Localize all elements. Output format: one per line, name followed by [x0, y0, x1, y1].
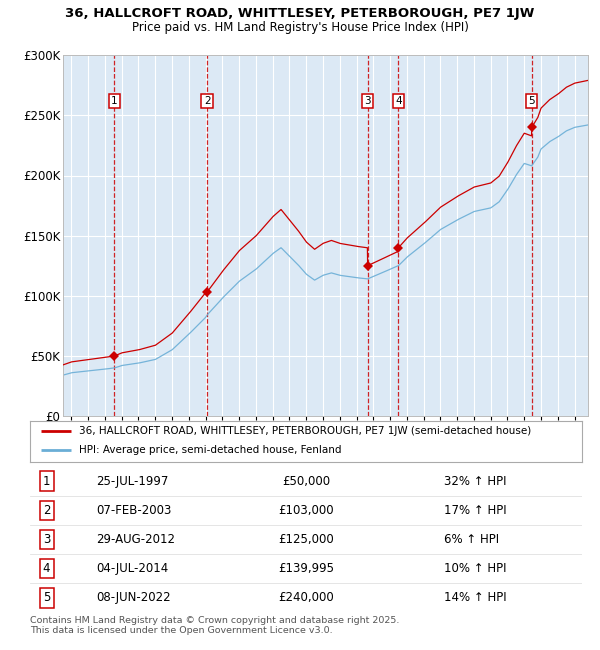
Text: 2: 2 — [43, 504, 50, 517]
Text: 29-AUG-2012: 29-AUG-2012 — [96, 533, 175, 546]
Text: 3: 3 — [43, 533, 50, 546]
Text: 4: 4 — [43, 562, 50, 575]
Text: £50,000: £50,000 — [282, 474, 330, 488]
Text: 25-JUL-1997: 25-JUL-1997 — [96, 474, 169, 488]
Text: £125,000: £125,000 — [278, 533, 334, 546]
Text: 36, HALLCROFT ROAD, WHITTLESEY, PETERBOROUGH, PE7 1JW (semi-detached house): 36, HALLCROFT ROAD, WHITTLESEY, PETERBOR… — [79, 426, 531, 436]
Text: 32% ↑ HPI: 32% ↑ HPI — [444, 474, 506, 488]
Text: 1: 1 — [43, 474, 50, 488]
Text: 10% ↑ HPI: 10% ↑ HPI — [444, 562, 506, 575]
Text: 17% ↑ HPI: 17% ↑ HPI — [444, 504, 506, 517]
Text: 07-FEB-2003: 07-FEB-2003 — [96, 504, 172, 517]
Text: HPI: Average price, semi-detached house, Fenland: HPI: Average price, semi-detached house,… — [79, 445, 341, 455]
Text: 1: 1 — [111, 96, 118, 106]
Text: 36, HALLCROFT ROAD, WHITTLESEY, PETERBOROUGH, PE7 1JW: 36, HALLCROFT ROAD, WHITTLESEY, PETERBOR… — [65, 6, 535, 20]
Text: £103,000: £103,000 — [278, 504, 334, 517]
Text: 6% ↑ HPI: 6% ↑ HPI — [444, 533, 499, 546]
Text: 14% ↑ HPI: 14% ↑ HPI — [444, 592, 506, 604]
Text: 5: 5 — [43, 592, 50, 604]
Text: £240,000: £240,000 — [278, 592, 334, 604]
Text: Contains HM Land Registry data © Crown copyright and database right 2025.
This d: Contains HM Land Registry data © Crown c… — [30, 616, 400, 635]
Text: 3: 3 — [364, 96, 371, 106]
Text: 2: 2 — [204, 96, 211, 106]
Text: Price paid vs. HM Land Registry's House Price Index (HPI): Price paid vs. HM Land Registry's House … — [131, 21, 469, 34]
Text: 04-JUL-2014: 04-JUL-2014 — [96, 562, 169, 575]
Text: £139,995: £139,995 — [278, 562, 334, 575]
Text: 08-JUN-2022: 08-JUN-2022 — [96, 592, 171, 604]
Text: 4: 4 — [395, 96, 402, 106]
Text: 5: 5 — [529, 96, 535, 106]
